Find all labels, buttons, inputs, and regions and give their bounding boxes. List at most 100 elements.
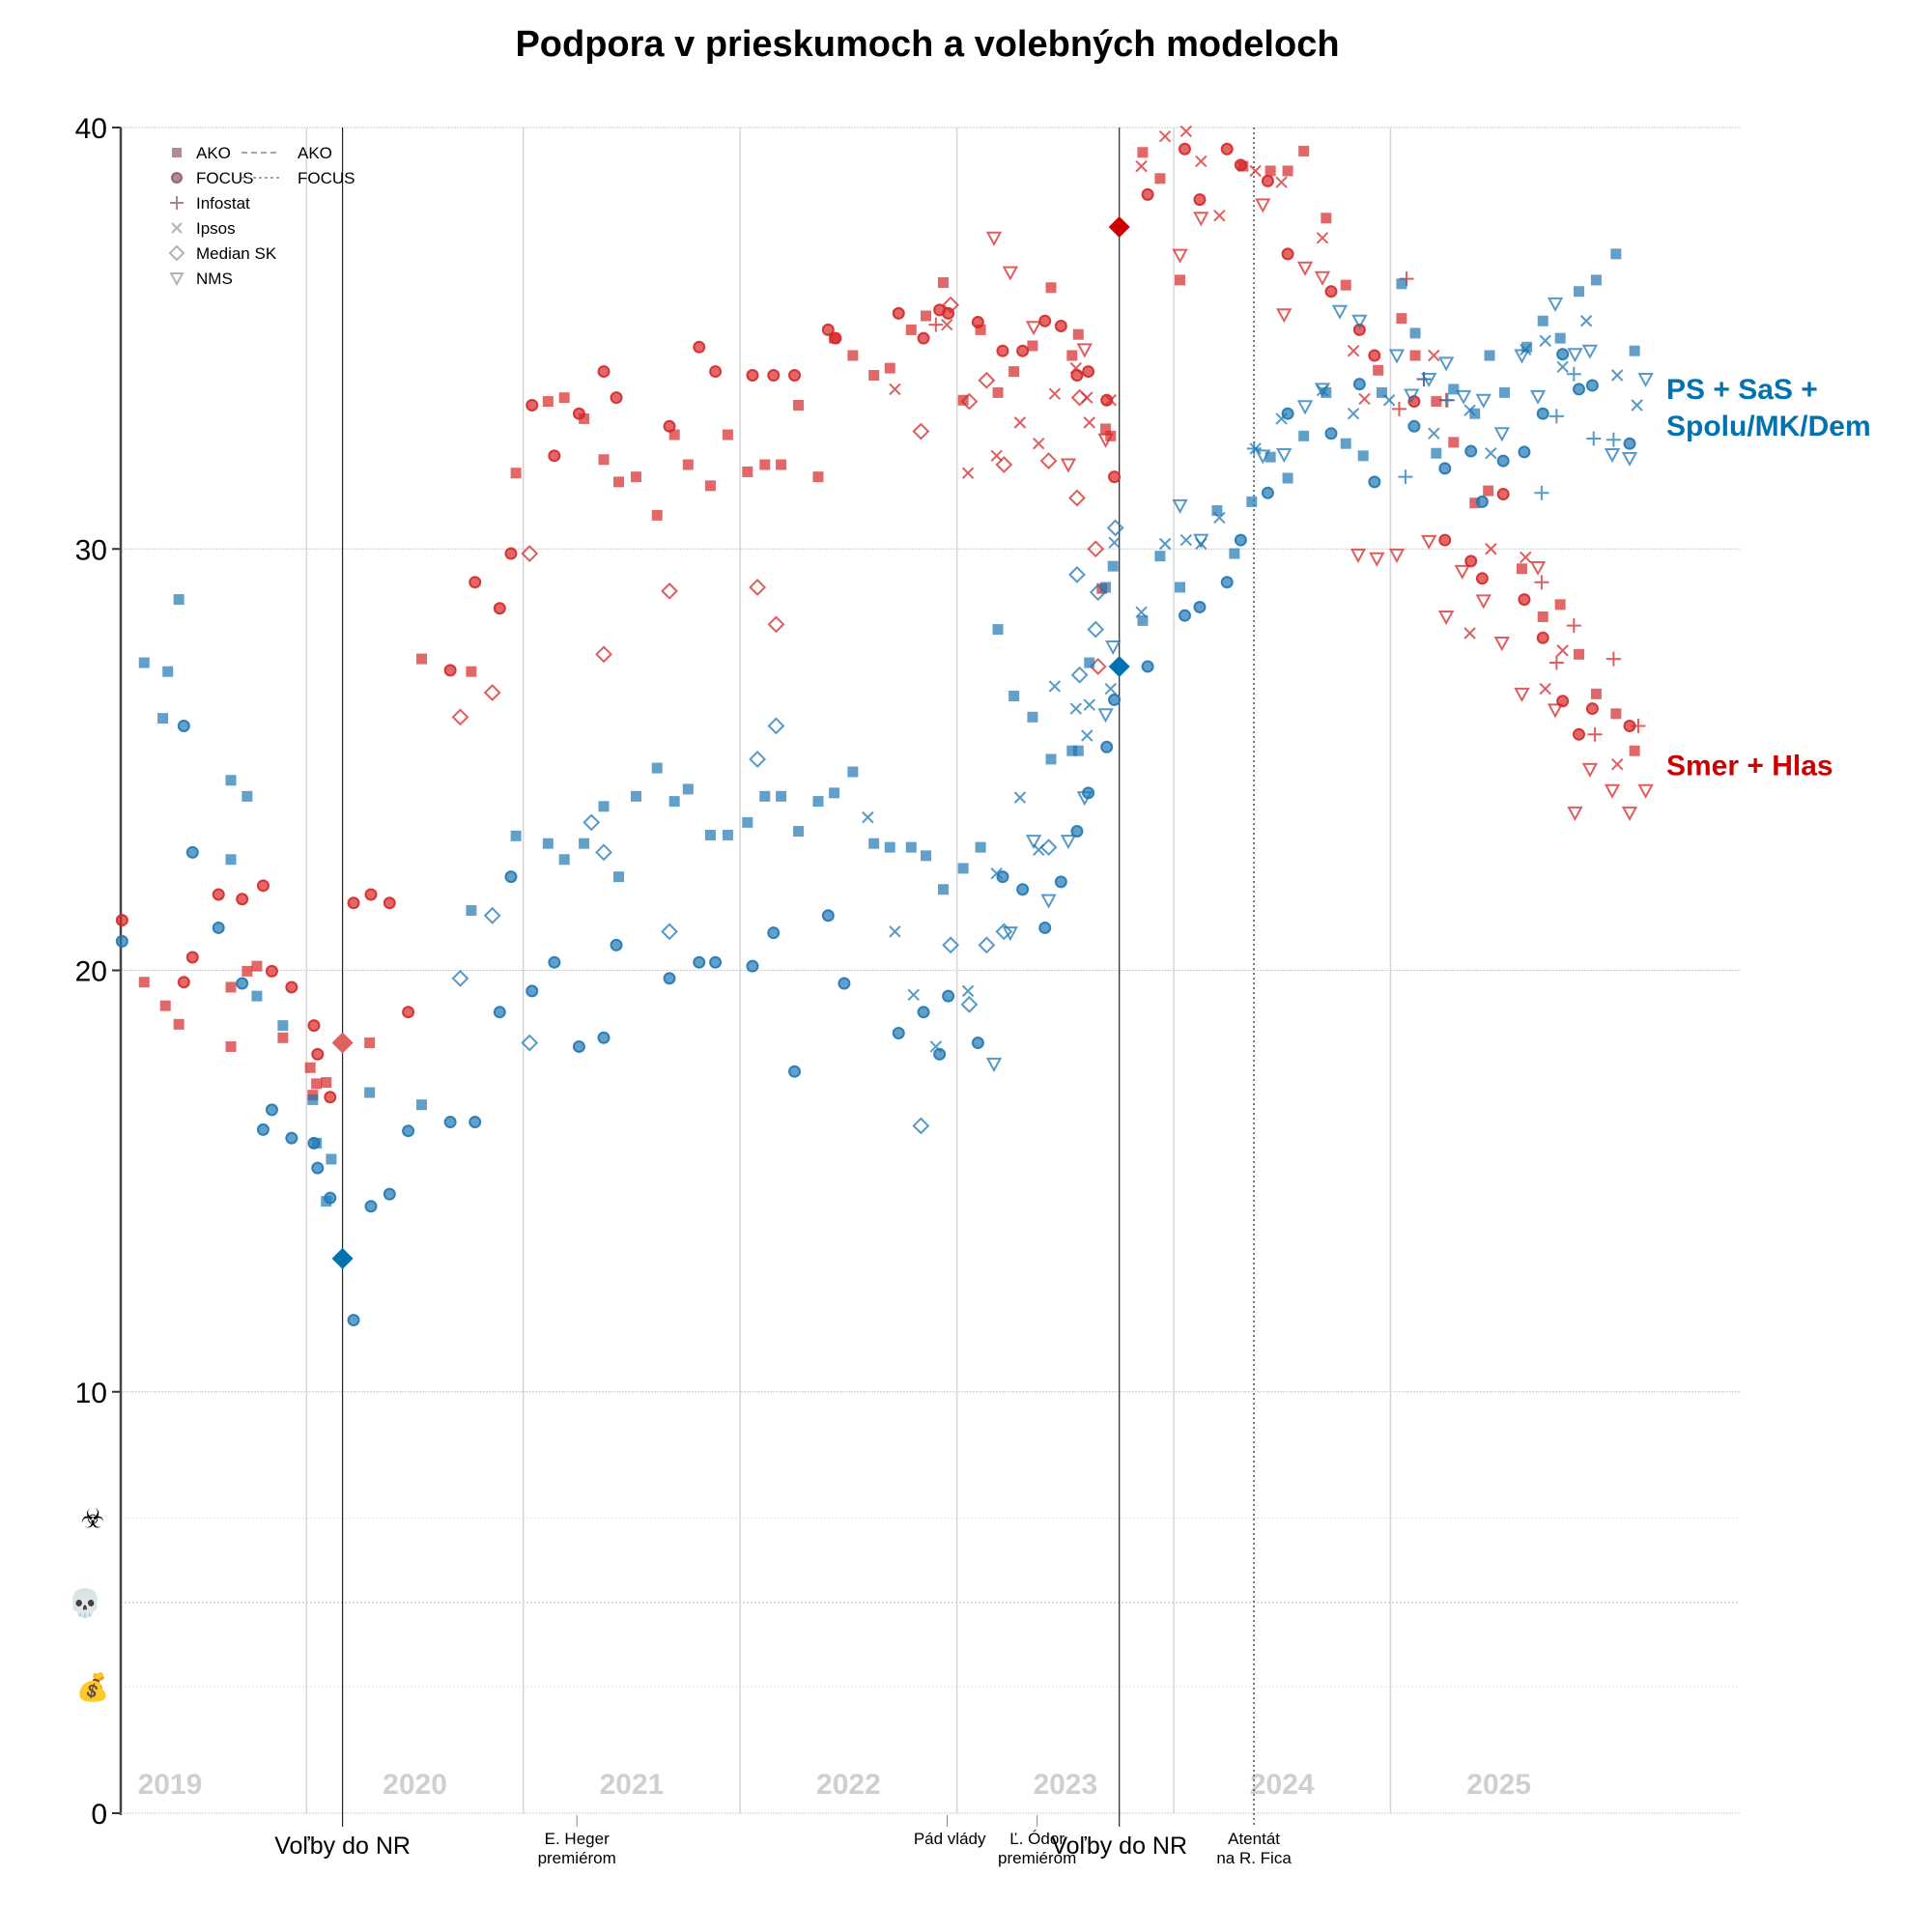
- axes: 0 10 20 30 40 ☣ 💀 💰: [69, 113, 1740, 1831]
- point-nms: [1493, 637, 1510, 652]
- point-ipsos: [1579, 315, 1593, 327]
- point-focus: [746, 369, 759, 383]
- legend-marker-diamond: [168, 244, 185, 262]
- point-ako: [630, 790, 641, 802]
- point-focus: [1178, 142, 1191, 156]
- point-ako: [1027, 340, 1038, 352]
- point-ipsos: [1463, 404, 1476, 416]
- point-ako: [759, 459, 771, 470]
- election-result-marker: [1108, 215, 1130, 238]
- point-infostat: [1631, 718, 1646, 733]
- point-ako: [937, 884, 949, 895]
- point-ipsos: [1083, 416, 1095, 429]
- point-focus: [1352, 323, 1366, 336]
- point-focus: [1585, 379, 1599, 392]
- point-focus: [1220, 576, 1234, 589]
- point-focus: [1368, 349, 1381, 362]
- point-ako: [1469, 408, 1481, 419]
- point-ako: [138, 977, 150, 988]
- point-ipsos: [1463, 627, 1476, 639]
- point-ako: [847, 766, 859, 778]
- point-infostat: [1605, 432, 1621, 447]
- point-ako: [1009, 691, 1020, 702]
- y-tick-label: 10: [75, 1378, 107, 1409]
- point-focus: [971, 316, 984, 329]
- legend-line-label: FOCUS: [298, 169, 355, 187]
- point-ipsos: [1485, 543, 1497, 555]
- point-ako: [326, 1153, 337, 1165]
- point-nms: [1421, 372, 1437, 388]
- point-ako: [1340, 279, 1351, 291]
- point-focus: [265, 1103, 278, 1117]
- point-focus: [767, 926, 781, 940]
- point-ako: [1448, 384, 1460, 395]
- point-ako: [1321, 386, 1332, 398]
- point-focus: [1438, 533, 1452, 547]
- grid: 2019 2020 2021 2022 2023 2024 2025: [121, 127, 1740, 1814]
- point-nms: [1567, 806, 1583, 821]
- point-ako: [225, 981, 237, 993]
- point-ipsos: [961, 467, 975, 479]
- point-focus: [548, 955, 561, 969]
- point-ako: [416, 653, 428, 665]
- point-focus: [307, 1136, 321, 1150]
- point-ako: [242, 965, 253, 977]
- point-focus: [212, 888, 225, 901]
- point-ako: [1573, 648, 1584, 660]
- point-median-sk: [595, 843, 612, 862]
- point-ako: [1340, 438, 1351, 449]
- point-focus: [526, 398, 539, 412]
- point-focus: [285, 980, 298, 994]
- point-nms: [1351, 314, 1368, 329]
- point-focus: [1178, 609, 1191, 622]
- point-ako: [510, 830, 522, 841]
- point-nms: [1105, 639, 1122, 656]
- point-focus: [610, 938, 623, 952]
- point-focus: [917, 331, 930, 345]
- point-nms: [1621, 451, 1638, 468]
- point-median-sk: [942, 936, 960, 954]
- point-ako: [242, 790, 253, 802]
- point-nms: [1314, 270, 1331, 286]
- point-ako: [579, 838, 590, 849]
- point-nms: [1529, 389, 1547, 405]
- point-ako: [668, 429, 680, 440]
- point-focus: [1100, 740, 1114, 753]
- point-focus: [996, 344, 1009, 357]
- point-focus: [311, 1047, 325, 1061]
- point-ako: [225, 854, 237, 866]
- point-nms: [1475, 594, 1492, 610]
- point-nms: [1493, 427, 1510, 442]
- point-median-sk: [595, 645, 612, 664]
- point-ipsos: [1428, 427, 1440, 440]
- point-ako: [598, 454, 610, 466]
- point-ako: [975, 324, 986, 335]
- point-ako: [542, 838, 554, 849]
- point-ipsos: [1213, 209, 1226, 222]
- point-ako: [510, 468, 522, 479]
- point-nms: [1255, 198, 1271, 213]
- point-focus: [597, 365, 611, 379]
- point-median-sk: [1039, 838, 1058, 857]
- point-ako: [1409, 327, 1421, 339]
- point-focus: [364, 888, 378, 901]
- point-ako: [613, 476, 625, 488]
- point-ako: [466, 905, 477, 917]
- point-ako: [364, 1037, 376, 1049]
- point-infostat: [1398, 469, 1413, 485]
- point-ako: [1590, 274, 1602, 286]
- point-infostat: [1534, 485, 1549, 500]
- point-ako: [251, 960, 263, 972]
- point-ako: [1376, 386, 1387, 398]
- point-nms: [1547, 703, 1564, 719]
- point-focus: [788, 369, 802, 383]
- point-ako: [1484, 350, 1495, 361]
- point-ako: [225, 775, 237, 786]
- point-ako: [1211, 505, 1223, 517]
- point-focus: [572, 407, 585, 420]
- legend-label: Infostat: [196, 194, 250, 213]
- year-label: 2021: [600, 1769, 665, 1801]
- point-ako: [173, 1018, 185, 1030]
- legend-marker-x: [171, 222, 183, 234]
- point-nms: [1350, 548, 1367, 563]
